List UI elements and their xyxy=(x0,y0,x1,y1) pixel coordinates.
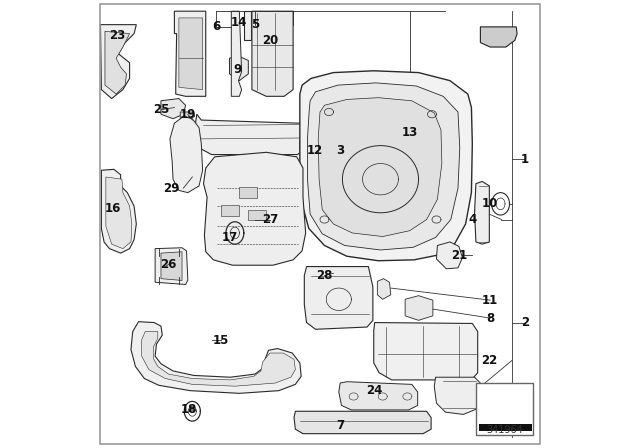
Polygon shape xyxy=(475,181,490,244)
Polygon shape xyxy=(230,56,248,81)
Text: 19: 19 xyxy=(180,108,196,121)
Text: 11: 11 xyxy=(482,293,499,307)
Text: 29: 29 xyxy=(163,181,179,195)
Polygon shape xyxy=(170,116,203,193)
Text: 18: 18 xyxy=(181,403,197,417)
Polygon shape xyxy=(300,71,472,261)
Polygon shape xyxy=(231,11,242,96)
Polygon shape xyxy=(436,242,463,269)
Text: 25: 25 xyxy=(153,103,169,116)
Polygon shape xyxy=(105,31,130,94)
Polygon shape xyxy=(435,377,482,414)
Text: 22: 22 xyxy=(481,354,497,367)
Polygon shape xyxy=(410,126,430,142)
Polygon shape xyxy=(244,11,251,40)
Polygon shape xyxy=(252,11,293,96)
Polygon shape xyxy=(106,177,132,249)
Text: 27: 27 xyxy=(262,213,278,226)
Polygon shape xyxy=(174,11,206,96)
Polygon shape xyxy=(131,322,301,393)
Polygon shape xyxy=(481,27,517,47)
Polygon shape xyxy=(101,169,136,253)
Polygon shape xyxy=(374,323,477,380)
Polygon shape xyxy=(307,83,460,250)
Text: 4: 4 xyxy=(468,213,476,226)
Text: 9: 9 xyxy=(233,63,241,76)
FancyBboxPatch shape xyxy=(96,0,544,448)
Polygon shape xyxy=(339,382,418,410)
Polygon shape xyxy=(141,332,296,386)
Polygon shape xyxy=(239,187,257,198)
Polygon shape xyxy=(378,279,391,299)
Text: 341964: 341964 xyxy=(486,425,523,435)
Text: 24: 24 xyxy=(367,384,383,397)
Text: 5: 5 xyxy=(251,18,259,31)
Text: 2: 2 xyxy=(521,316,529,329)
Text: 26: 26 xyxy=(161,258,177,271)
Text: 7: 7 xyxy=(336,419,344,432)
Bar xyxy=(476,383,533,435)
Text: 14: 14 xyxy=(230,16,246,29)
Text: 15: 15 xyxy=(212,334,228,347)
Polygon shape xyxy=(318,98,442,237)
Text: 17: 17 xyxy=(221,231,237,244)
Text: 20: 20 xyxy=(262,34,278,47)
Text: 3: 3 xyxy=(336,143,344,157)
Text: 28: 28 xyxy=(316,269,333,282)
Polygon shape xyxy=(307,151,324,168)
Polygon shape xyxy=(405,296,433,320)
Polygon shape xyxy=(161,99,186,119)
Polygon shape xyxy=(189,407,195,410)
Polygon shape xyxy=(195,114,306,155)
Text: 21: 21 xyxy=(451,249,467,262)
Text: 10: 10 xyxy=(482,197,499,211)
Polygon shape xyxy=(100,25,136,99)
Polygon shape xyxy=(155,248,188,284)
Text: 8: 8 xyxy=(486,311,494,325)
Polygon shape xyxy=(204,152,306,265)
Text: 13: 13 xyxy=(401,125,418,139)
Polygon shape xyxy=(248,210,266,220)
Bar xyxy=(479,424,532,431)
Polygon shape xyxy=(294,411,431,434)
Polygon shape xyxy=(305,267,373,329)
Polygon shape xyxy=(161,252,182,280)
Text: 23: 23 xyxy=(109,29,125,43)
Polygon shape xyxy=(179,18,203,90)
Text: 1: 1 xyxy=(521,152,529,166)
Polygon shape xyxy=(221,205,239,216)
Text: 12: 12 xyxy=(307,143,323,157)
Polygon shape xyxy=(180,112,195,120)
Polygon shape xyxy=(300,139,333,150)
Text: 6: 6 xyxy=(212,20,220,34)
Text: 16: 16 xyxy=(105,202,121,215)
